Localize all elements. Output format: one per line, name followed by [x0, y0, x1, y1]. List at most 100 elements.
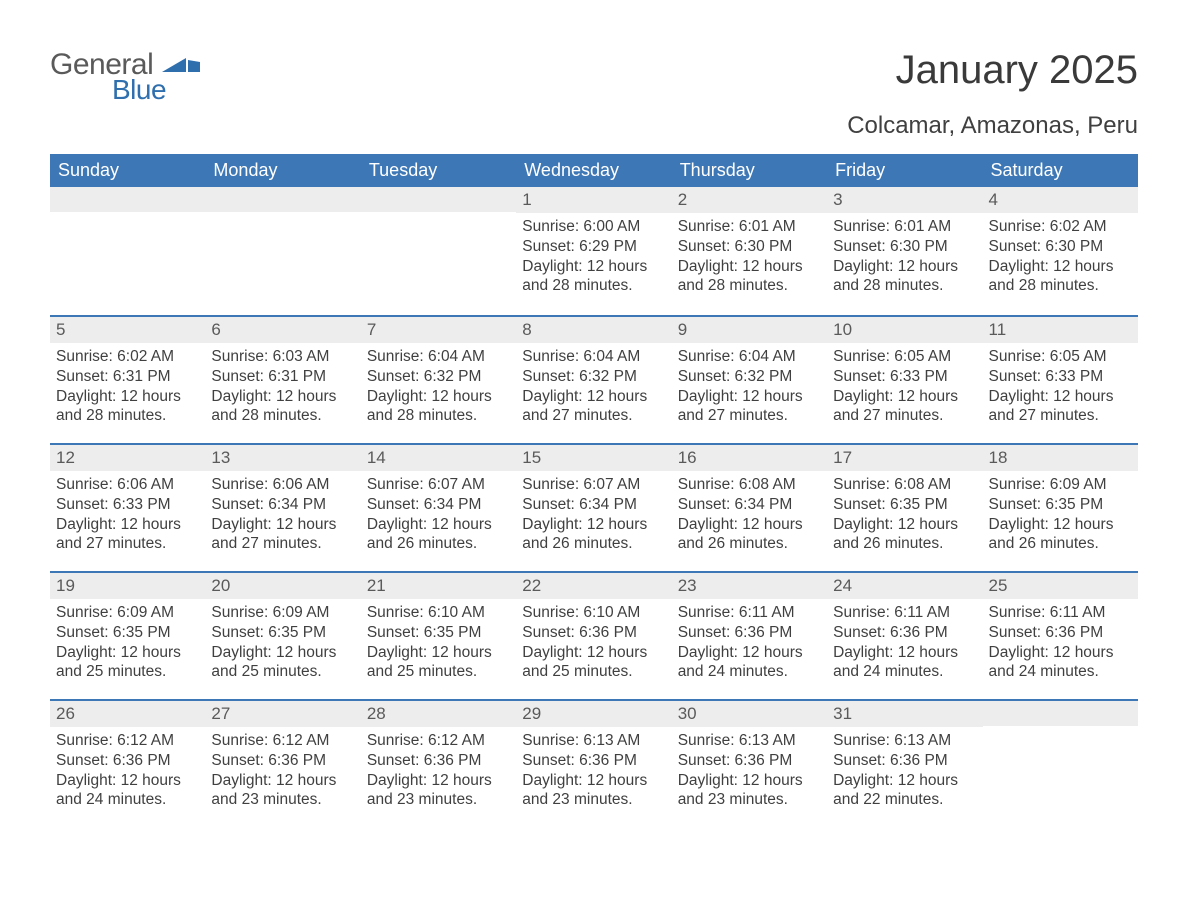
sunset-text: Sunset: 6:30 PM	[989, 237, 1132, 257]
calendar-day: 21Sunrise: 6:10 AMSunset: 6:35 PMDayligh…	[361, 573, 516, 699]
day-number: 14	[361, 445, 516, 471]
day-details: Sunrise: 6:13 AMSunset: 6:36 PMDaylight:…	[827, 727, 982, 820]
day-number: 11	[983, 317, 1138, 343]
weekday-header: Monday	[205, 154, 360, 187]
sunset-text: Sunset: 6:30 PM	[678, 237, 821, 257]
weekday-header: Tuesday	[361, 154, 516, 187]
day-number: 12	[50, 445, 205, 471]
calendar: Sunday Monday Tuesday Wednesday Thursday…	[50, 154, 1138, 827]
daylight-text: Daylight: 12 hours and 28 minutes.	[989, 257, 1132, 297]
header-bar: General Blue January 2025	[50, 48, 1138, 106]
sunrise-text: Sunrise: 6:05 AM	[833, 347, 976, 367]
day-details: Sunrise: 6:06 AMSunset: 6:34 PMDaylight:…	[205, 471, 360, 564]
calendar-day: 26Sunrise: 6:12 AMSunset: 6:36 PMDayligh…	[50, 701, 205, 827]
day-number: 17	[827, 445, 982, 471]
day-details: Sunrise: 6:08 AMSunset: 6:34 PMDaylight:…	[672, 471, 827, 564]
day-details: Sunrise: 6:04 AMSunset: 6:32 PMDaylight:…	[361, 343, 516, 436]
calendar-day	[50, 187, 205, 315]
day-details: Sunrise: 6:00 AMSunset: 6:29 PMDaylight:…	[516, 213, 671, 306]
daylight-text: Daylight: 12 hours and 27 minutes.	[522, 387, 665, 427]
sunset-text: Sunset: 6:32 PM	[678, 367, 821, 387]
calendar-day: 5Sunrise: 6:02 AMSunset: 6:31 PMDaylight…	[50, 317, 205, 443]
sunrise-text: Sunrise: 6:05 AM	[989, 347, 1132, 367]
sunset-text: Sunset: 6:35 PM	[211, 623, 354, 643]
logo-flag-icon	[162, 54, 200, 79]
daylight-text: Daylight: 12 hours and 27 minutes.	[56, 515, 199, 555]
calendar-day	[361, 187, 516, 315]
day-number	[361, 187, 516, 212]
sunrise-text: Sunrise: 6:03 AM	[211, 347, 354, 367]
calendar-day: 4Sunrise: 6:02 AMSunset: 6:30 PMDaylight…	[983, 187, 1138, 315]
day-details: Sunrise: 6:10 AMSunset: 6:36 PMDaylight:…	[516, 599, 671, 692]
sunrise-text: Sunrise: 6:11 AM	[678, 603, 821, 623]
day-number: 6	[205, 317, 360, 343]
sunset-text: Sunset: 6:35 PM	[56, 623, 199, 643]
sunset-text: Sunset: 6:36 PM	[56, 751, 199, 771]
sunset-text: Sunset: 6:35 PM	[989, 495, 1132, 515]
day-number	[205, 187, 360, 212]
sunrise-text: Sunrise: 6:13 AM	[522, 731, 665, 751]
sunrise-text: Sunrise: 6:06 AM	[56, 475, 199, 495]
daylight-text: Daylight: 12 hours and 23 minutes.	[678, 771, 821, 811]
calendar-day: 17Sunrise: 6:08 AMSunset: 6:35 PMDayligh…	[827, 445, 982, 571]
calendar-day	[983, 701, 1138, 827]
daylight-text: Daylight: 12 hours and 27 minutes.	[678, 387, 821, 427]
daylight-text: Daylight: 12 hours and 23 minutes.	[211, 771, 354, 811]
calendar-day: 23Sunrise: 6:11 AMSunset: 6:36 PMDayligh…	[672, 573, 827, 699]
sunrise-text: Sunrise: 6:13 AM	[833, 731, 976, 751]
day-number: 30	[672, 701, 827, 727]
day-details: Sunrise: 6:01 AMSunset: 6:30 PMDaylight:…	[672, 213, 827, 306]
sunrise-text: Sunrise: 6:04 AM	[522, 347, 665, 367]
calendar-day: 10Sunrise: 6:05 AMSunset: 6:33 PMDayligh…	[827, 317, 982, 443]
calendar-day: 14Sunrise: 6:07 AMSunset: 6:34 PMDayligh…	[361, 445, 516, 571]
daylight-text: Daylight: 12 hours and 26 minutes.	[678, 515, 821, 555]
sunset-text: Sunset: 6:36 PM	[678, 623, 821, 643]
calendar-day: 13Sunrise: 6:06 AMSunset: 6:34 PMDayligh…	[205, 445, 360, 571]
day-details: Sunrise: 6:07 AMSunset: 6:34 PMDaylight:…	[516, 471, 671, 564]
sunrise-text: Sunrise: 6:12 AM	[211, 731, 354, 751]
sunrise-text: Sunrise: 6:04 AM	[678, 347, 821, 367]
day-details: Sunrise: 6:09 AMSunset: 6:35 PMDaylight:…	[983, 471, 1138, 564]
day-number: 27	[205, 701, 360, 727]
day-details: Sunrise: 6:13 AMSunset: 6:36 PMDaylight:…	[672, 727, 827, 820]
sunset-text: Sunset: 6:36 PM	[367, 751, 510, 771]
day-details: Sunrise: 6:11 AMSunset: 6:36 PMDaylight:…	[672, 599, 827, 692]
sunrise-text: Sunrise: 6:11 AM	[989, 603, 1132, 623]
calendar-day: 11Sunrise: 6:05 AMSunset: 6:33 PMDayligh…	[983, 317, 1138, 443]
daylight-text: Daylight: 12 hours and 26 minutes.	[833, 515, 976, 555]
sunset-text: Sunset: 6:36 PM	[211, 751, 354, 771]
sunset-text: Sunset: 6:36 PM	[989, 623, 1132, 643]
daylight-text: Daylight: 12 hours and 28 minutes.	[833, 257, 976, 297]
sunrise-text: Sunrise: 6:08 AM	[833, 475, 976, 495]
daylight-text: Daylight: 12 hours and 28 minutes.	[678, 257, 821, 297]
day-number: 29	[516, 701, 671, 727]
sunset-text: Sunset: 6:33 PM	[833, 367, 976, 387]
day-number: 10	[827, 317, 982, 343]
day-number: 1	[516, 187, 671, 213]
sunrise-text: Sunrise: 6:00 AM	[522, 217, 665, 237]
day-number: 28	[361, 701, 516, 727]
day-details: Sunrise: 6:02 AMSunset: 6:31 PMDaylight:…	[50, 343, 205, 436]
sunset-text: Sunset: 6:36 PM	[833, 751, 976, 771]
day-number	[50, 187, 205, 212]
daylight-text: Daylight: 12 hours and 28 minutes.	[367, 387, 510, 427]
day-details: Sunrise: 6:08 AMSunset: 6:35 PMDaylight:…	[827, 471, 982, 564]
day-number: 7	[361, 317, 516, 343]
sunset-text: Sunset: 6:32 PM	[522, 367, 665, 387]
daylight-text: Daylight: 12 hours and 28 minutes.	[522, 257, 665, 297]
calendar-day: 7Sunrise: 6:04 AMSunset: 6:32 PMDaylight…	[361, 317, 516, 443]
calendar-day: 16Sunrise: 6:08 AMSunset: 6:34 PMDayligh…	[672, 445, 827, 571]
logo: General Blue	[50, 48, 200, 106]
daylight-text: Daylight: 12 hours and 25 minutes.	[211, 643, 354, 683]
day-number: 13	[205, 445, 360, 471]
calendar-day: 24Sunrise: 6:11 AMSunset: 6:36 PMDayligh…	[827, 573, 982, 699]
day-details: Sunrise: 6:12 AMSunset: 6:36 PMDaylight:…	[50, 727, 205, 820]
location-subtitle: Colcamar, Amazonas, Peru	[50, 112, 1138, 140]
sunrise-text: Sunrise: 6:09 AM	[211, 603, 354, 623]
sunset-text: Sunset: 6:36 PM	[522, 751, 665, 771]
sunrise-text: Sunrise: 6:13 AM	[678, 731, 821, 751]
sunset-text: Sunset: 6:35 PM	[367, 623, 510, 643]
weeks-container: 1Sunrise: 6:00 AMSunset: 6:29 PMDaylight…	[50, 187, 1138, 827]
calendar-day: 22Sunrise: 6:10 AMSunset: 6:36 PMDayligh…	[516, 573, 671, 699]
daylight-text: Daylight: 12 hours and 28 minutes.	[56, 387, 199, 427]
